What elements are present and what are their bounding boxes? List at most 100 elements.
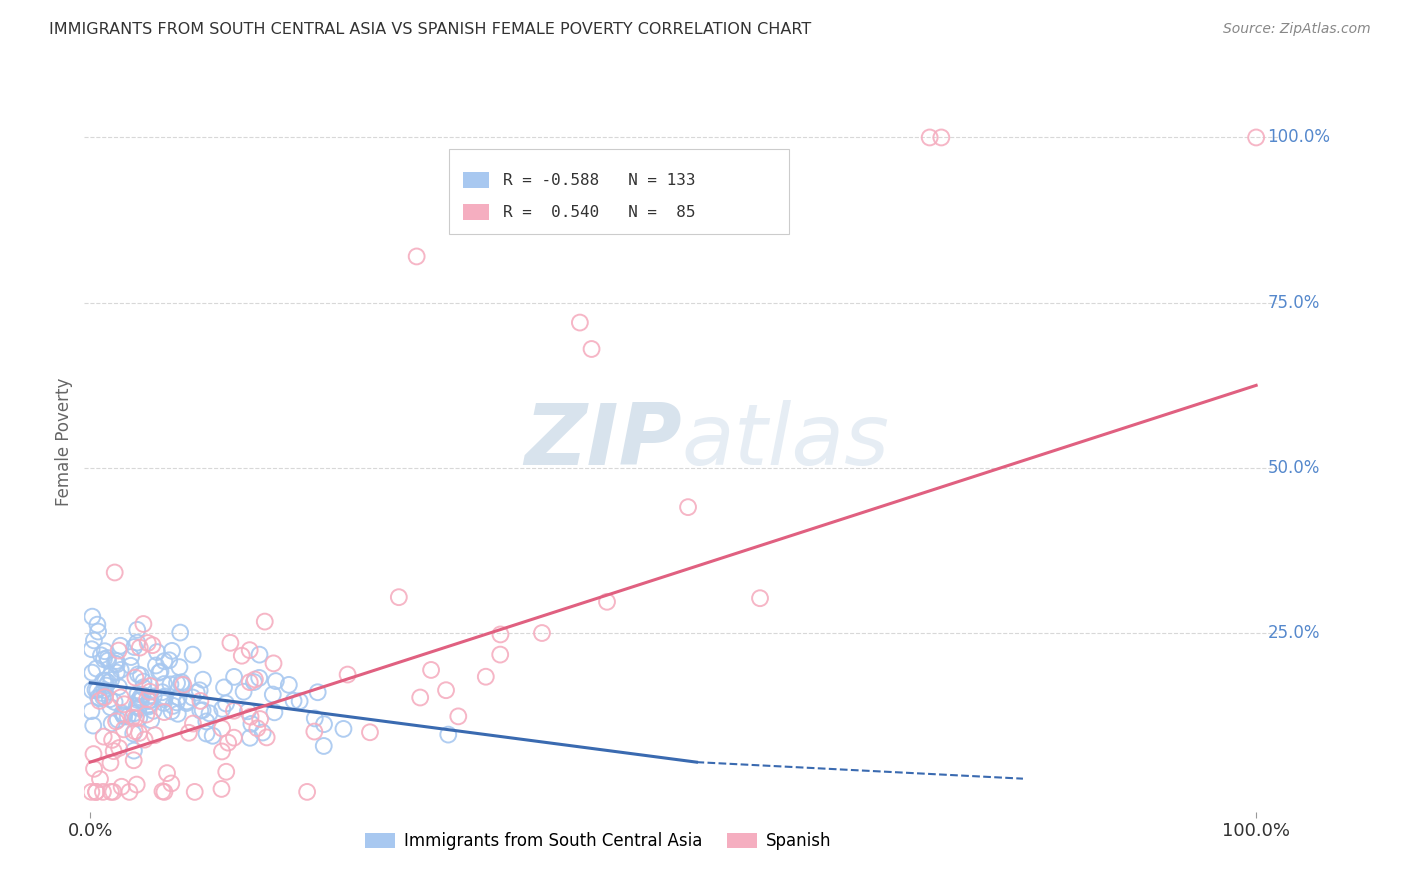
Text: ZIP: ZIP (524, 400, 682, 483)
Point (153, 677, 176, 691)
Point (120, 650, 142, 665)
Point (212, 681, 235, 695)
Point (100, 700, 122, 714)
Point (253, 615, 276, 629)
Point (222, 731, 245, 745)
Point (124, 671, 146, 685)
Point (243, 673, 266, 687)
Point (141, 713, 163, 727)
Point (82, 665, 104, 680)
Point (170, 677, 193, 691)
Point (312, 717, 335, 731)
Point (169, 625, 191, 640)
Point (141, 638, 163, 652)
Point (475, 670, 498, 684)
Point (152, 784, 174, 798)
Point (336, 667, 359, 681)
Point (249, 648, 271, 662)
Point (129, 690, 152, 705)
Point (145, 658, 167, 673)
Point (105, 657, 128, 672)
Point (104, 566, 127, 580)
Point (127, 700, 149, 714)
Point (263, 706, 285, 720)
Point (215, 697, 238, 711)
Point (232, 684, 254, 698)
Point (236, 704, 259, 718)
Point (97, 654, 120, 668)
Point (183, 785, 205, 799)
Text: Source: ZipAtlas.com: Source: ZipAtlas.com (1223, 22, 1371, 37)
Point (80, 683, 103, 698)
Point (128, 640, 150, 655)
Point (90, 648, 112, 663)
Point (100, 673, 122, 687)
Point (89, 694, 111, 708)
Text: 100.0%: 100.0% (1267, 128, 1330, 146)
Point (80, 785, 103, 799)
Point (246, 721, 269, 735)
Point (118, 785, 141, 799)
Point (191, 673, 214, 687)
Point (222, 704, 245, 718)
Point (162, 698, 184, 713)
Point (157, 653, 180, 667)
Point (1244, 130, 1267, 145)
Text: R = -0.588   N = 133: R = -0.588 N = 133 (503, 173, 695, 187)
Point (105, 665, 128, 680)
Point (160, 704, 183, 718)
Bar (463, 172, 489, 188)
Point (288, 694, 311, 708)
Point (128, 701, 150, 715)
Bar (463, 204, 489, 220)
Point (91, 673, 114, 688)
Point (82, 609, 104, 624)
Point (256, 731, 278, 745)
Text: R =  0.540   N =  85: R = 0.540 N = 85 (503, 204, 695, 219)
Point (166, 706, 188, 721)
Point (186, 685, 208, 699)
Point (181, 648, 204, 662)
Point (188, 683, 211, 698)
Point (489, 648, 512, 662)
Point (304, 711, 326, 725)
Point (90, 686, 112, 700)
Point (215, 764, 238, 779)
Point (160, 776, 183, 790)
Point (136, 636, 159, 650)
Point (100, 668, 122, 682)
Point (100, 756, 122, 770)
Point (93, 730, 115, 744)
Text: 25.0%: 25.0% (1267, 624, 1320, 642)
Point (94, 690, 117, 704)
Point (264, 674, 287, 689)
Point (136, 692, 159, 706)
Point (262, 688, 284, 702)
Point (107, 713, 129, 727)
Point (142, 690, 165, 704)
Point (112, 708, 135, 723)
Point (217, 736, 239, 750)
Point (240, 717, 263, 731)
Point (125, 778, 148, 792)
Point (332, 722, 354, 736)
Point (134, 732, 156, 747)
Point (153, 692, 176, 706)
Point (124, 711, 146, 725)
Point (211, 702, 233, 716)
Point (249, 712, 271, 726)
Point (181, 690, 204, 705)
Point (104, 695, 127, 709)
Point (86, 683, 108, 698)
Point (170, 675, 193, 690)
Point (596, 595, 619, 609)
Point (211, 744, 233, 758)
Point (86, 662, 108, 676)
Point (239, 643, 262, 657)
Point (153, 654, 176, 668)
Point (83, 747, 105, 761)
Point (80, 704, 103, 718)
Point (388, 590, 411, 604)
Point (676, 500, 699, 515)
Point (176, 696, 198, 710)
